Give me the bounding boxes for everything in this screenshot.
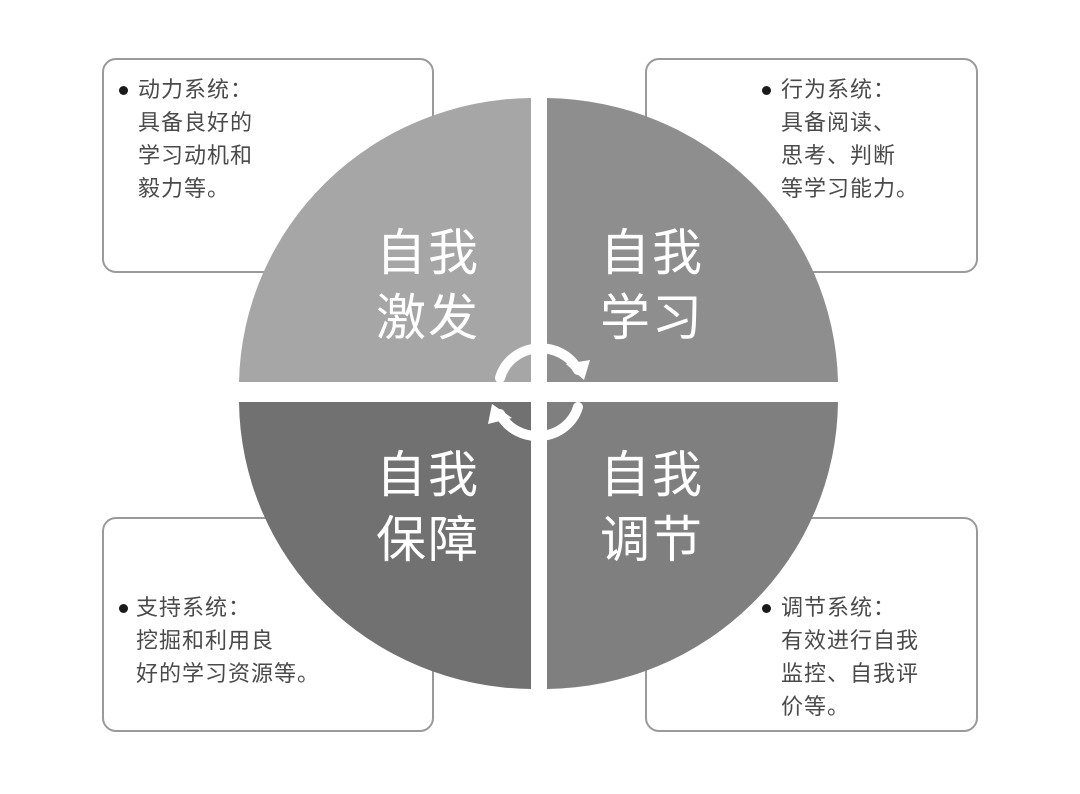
note-line: 毅力等。 (138, 177, 231, 202)
quadrant-label-tl-1: 自我 (376, 224, 480, 282)
note-support: 支持系统： 挖掘和利用良 好的学习资源等。 (136, 592, 320, 691)
horizontal-divider (230, 382, 850, 402)
bullet-icon (762, 86, 771, 95)
note-line: 等学习能力。 (781, 177, 920, 202)
quadrant-label-bl-2: 保障 (376, 511, 480, 569)
quadrant-self-motivation (239, 98, 531, 382)
quadrant-label-tr-1: 自我 (600, 224, 704, 282)
note-line: 动力系统： (138, 78, 254, 103)
note-line: 支持系统： (136, 596, 252, 621)
quadrant-label-bl-1: 自我 (376, 446, 480, 504)
quadrant-self-regulation (547, 402, 838, 689)
note-line: 有效进行自我 (781, 629, 920, 654)
note-line: 挖掘和利用良 (136, 629, 275, 654)
note-line: 思考、判断 (781, 144, 897, 169)
note-regulation: 调节系统： 有效进行自我 监控、自我评 价等。 (781, 592, 919, 724)
note-motivation: 动力系统： 具备良好的 学习动机和 毅力等。 (138, 74, 253, 206)
quadrant-self-support (239, 402, 531, 689)
bullet-icon (762, 604, 771, 613)
quadrant-label-br-1: 自我 (600, 446, 704, 504)
note-behavior: 行为系统： 具备阅读、 思考、判断 等学习能力。 (781, 74, 919, 206)
quadrant-label-br-2: 调节 (600, 511, 704, 569)
note-line: 行为系统： (781, 78, 897, 103)
note-line: 学习动机和 (138, 144, 254, 169)
note-line: 好的学习资源等。 (136, 662, 321, 687)
note-line: 具备良好的 (138, 111, 254, 136)
quadrant-self-learning (547, 98, 838, 382)
quadrant-label-tl-2: 激发 (376, 289, 480, 347)
note-line: 具备阅读、 (781, 111, 897, 136)
note-line: 价等。 (781, 695, 851, 720)
cycle-arrows-icon (488, 343, 590, 442)
quadrant-label-tr-2: 学习 (600, 289, 704, 347)
note-line: 监控、自我评 (781, 662, 920, 687)
bullet-icon (119, 604, 128, 613)
note-line: 调节系统： (781, 596, 897, 621)
bullet-icon (119, 86, 128, 95)
